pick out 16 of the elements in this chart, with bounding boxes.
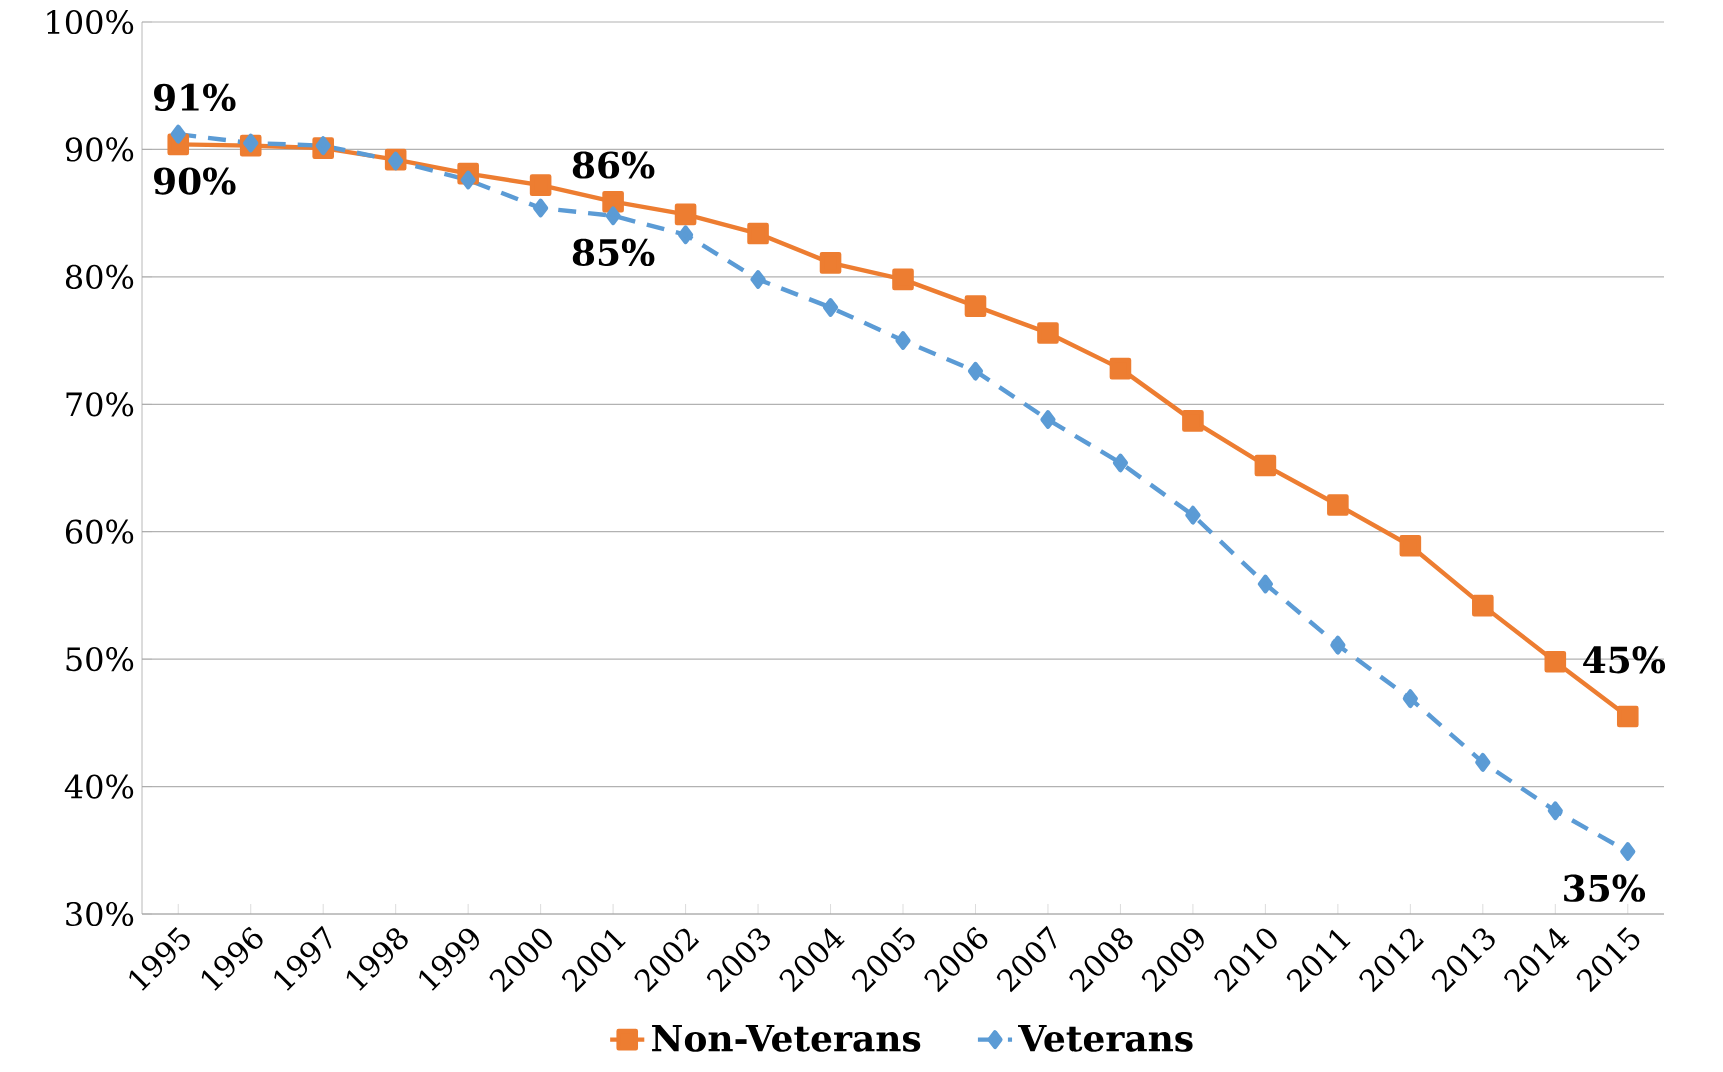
y-tick-label: 80% bbox=[65, 264, 134, 289]
y-tick-label: 50% bbox=[66, 647, 134, 672]
y-tick-label: 90% bbox=[65, 137, 134, 162]
legend-label: Non-Veterans bbox=[652, 1024, 921, 1052]
annotation: 45% bbox=[1583, 646, 1666, 674]
annotation: 91% bbox=[154, 83, 236, 112]
y-tick-label: 60% bbox=[65, 519, 134, 544]
y-tick-label: 70% bbox=[66, 392, 134, 417]
annotation: 90% bbox=[154, 167, 236, 195]
y-tick-label: 40% bbox=[64, 774, 134, 799]
annotation: 35% bbox=[1564, 874, 1646, 902]
y-tick-label: 100% bbox=[47, 9, 134, 35]
y-tick-label: 30% bbox=[66, 901, 134, 927]
legend-label: Veterans bbox=[1018, 1024, 1193, 1052]
annotation: 85% bbox=[572, 238, 655, 266]
annotation: 86% bbox=[572, 151, 655, 179]
